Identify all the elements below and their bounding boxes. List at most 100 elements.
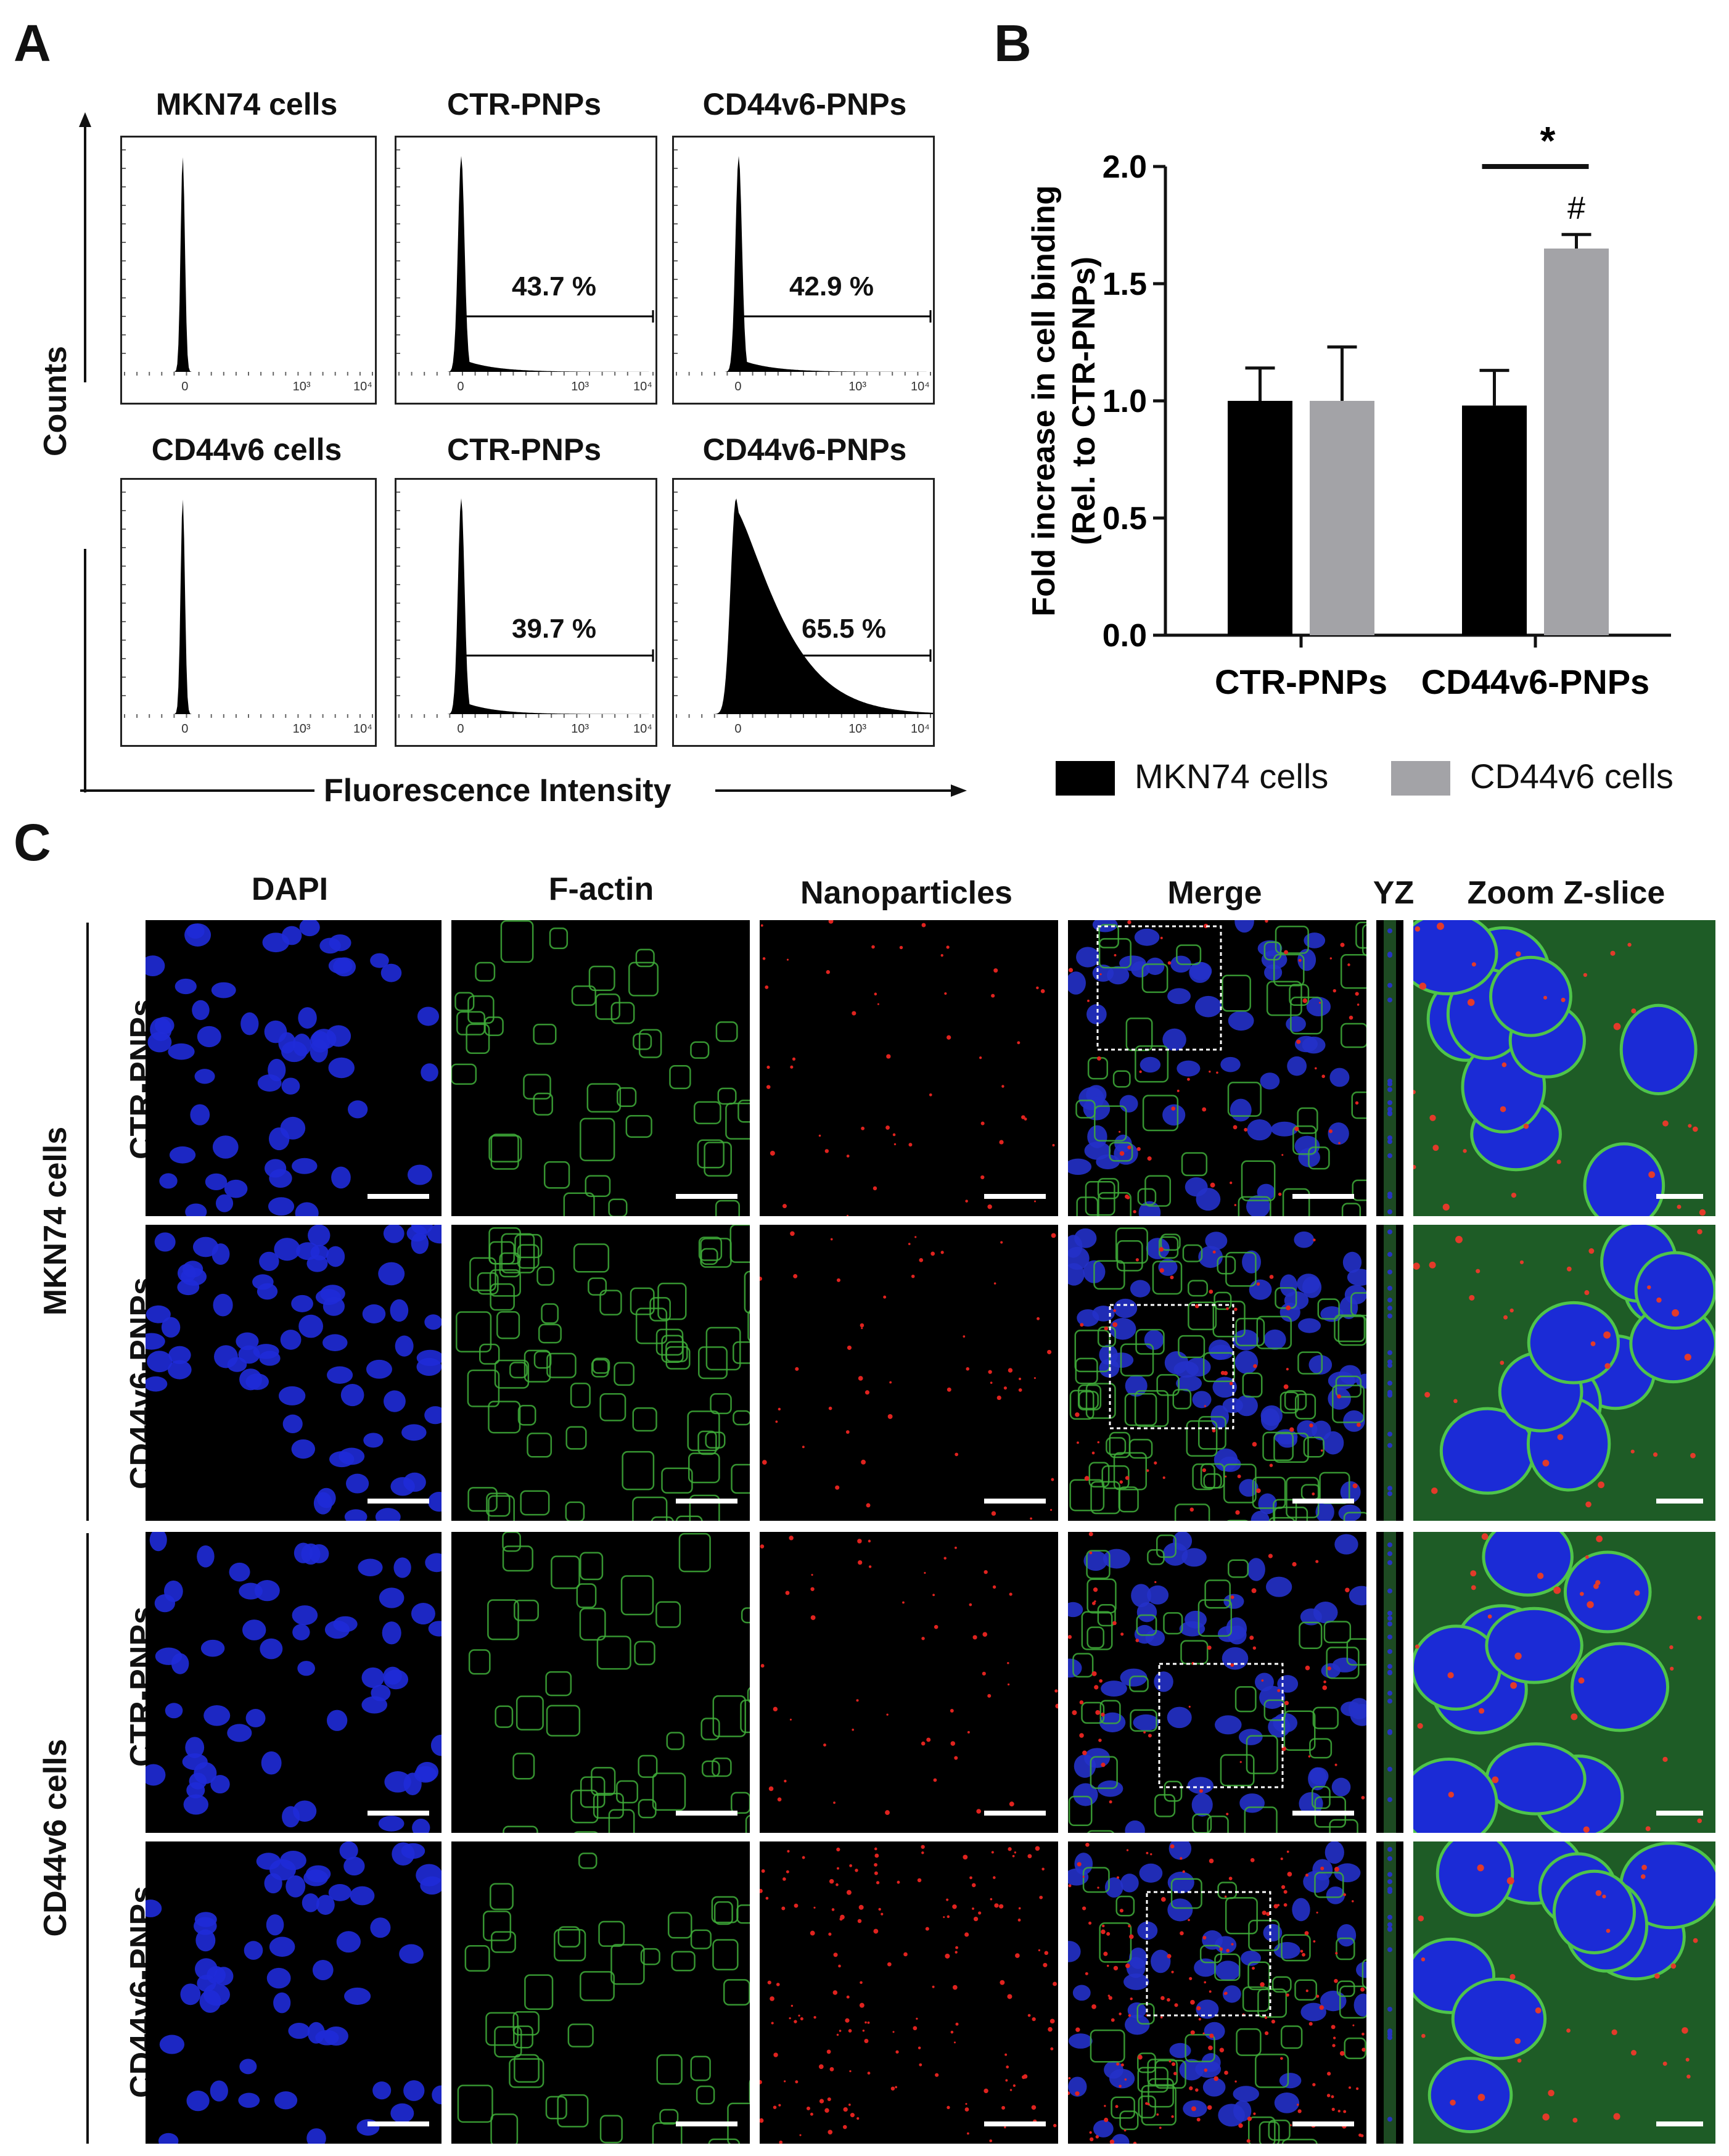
particle bbox=[1308, 2022, 1313, 2026]
particle bbox=[1360, 1987, 1365, 1992]
particle bbox=[1114, 953, 1117, 957]
yz-nucleus bbox=[1387, 1431, 1392, 1437]
cell-outline bbox=[725, 1102, 750, 1140]
particle bbox=[1007, 1661, 1009, 1664]
nucleus bbox=[1154, 1671, 1173, 1692]
particle bbox=[1196, 2006, 1201, 2010]
cell-outline bbox=[1326, 1647, 1360, 1679]
particle bbox=[1154, 1581, 1157, 1584]
particle bbox=[991, 1851, 994, 1854]
cell-outline bbox=[554, 1928, 586, 1962]
particle bbox=[1249, 1636, 1254, 1640]
cell-outline bbox=[1281, 2138, 1318, 2144]
merge-image bbox=[1068, 1225, 1366, 1521]
zoom-particle bbox=[1519, 1260, 1524, 1264]
nucleus bbox=[339, 1841, 358, 1860]
particle bbox=[773, 1706, 778, 1712]
scale-bar bbox=[1292, 2121, 1354, 2126]
particle bbox=[1082, 1750, 1087, 1756]
zoom-image bbox=[1413, 1841, 1715, 2144]
zoom-particle bbox=[1595, 1890, 1602, 1896]
particle bbox=[1230, 1663, 1234, 1667]
particle bbox=[952, 1904, 957, 1909]
particle bbox=[1049, 1508, 1053, 1511]
particle bbox=[993, 968, 998, 973]
nucleus bbox=[297, 1661, 315, 1676]
merge-image-content bbox=[1068, 920, 1366, 1216]
tick-label: 10⁴ bbox=[633, 380, 652, 393]
cell-outline bbox=[1144, 1175, 1172, 1207]
particle bbox=[1244, 1127, 1248, 1132]
particle bbox=[1289, 2124, 1292, 2126]
nucleus bbox=[1192, 1391, 1212, 1409]
particle bbox=[982, 1632, 988, 1637]
cell-outline bbox=[633, 1033, 652, 1050]
cell-outline bbox=[551, 1555, 580, 1589]
particle bbox=[1159, 1247, 1164, 1252]
yz-nucleus bbox=[1387, 1797, 1392, 1803]
particle bbox=[778, 2104, 781, 2107]
yz-nucleus bbox=[1387, 1560, 1392, 1565]
particle bbox=[858, 1560, 863, 1565]
cell-outline bbox=[1112, 1070, 1131, 1088]
cell-outline bbox=[1341, 1022, 1366, 1048]
particle bbox=[1226, 1949, 1230, 1952]
particle bbox=[1246, 2139, 1251, 2143]
cell-outline bbox=[1120, 1343, 1154, 1376]
cell-outline bbox=[1197, 1599, 1233, 1637]
particle bbox=[1284, 950, 1289, 955]
particle bbox=[1283, 1384, 1289, 1389]
scale-bar bbox=[368, 1499, 429, 1504]
cell-outline bbox=[1134, 1390, 1169, 1427]
nucleus bbox=[1292, 1898, 1310, 1922]
particle bbox=[828, 920, 834, 924]
histogram-plot: 0 10³ 10⁴ bbox=[122, 149, 375, 393]
nucleus bbox=[1072, 1985, 1091, 2001]
zoom-particle bbox=[1686, 2074, 1691, 2079]
zoom-particle bbox=[1640, 1874, 1646, 1879]
tick-label: 0 bbox=[734, 380, 741, 393]
nucleus bbox=[1092, 1306, 1115, 1322]
particle bbox=[1000, 1241, 1003, 1244]
particle bbox=[1302, 998, 1308, 1003]
particle bbox=[955, 1951, 958, 1954]
particle bbox=[1091, 1671, 1097, 1676]
cell-outline bbox=[731, 1792, 750, 1814]
particle bbox=[760, 1276, 762, 1281]
cell-outline bbox=[1236, 2028, 1262, 2056]
particle bbox=[1235, 1510, 1240, 1515]
cell-outline bbox=[649, 1297, 671, 1322]
particle bbox=[1234, 1204, 1237, 1206]
significance-star: * bbox=[1540, 118, 1556, 163]
cell-outline bbox=[1115, 1895, 1135, 1917]
particle bbox=[1264, 2031, 1269, 2036]
cell-outline bbox=[1297, 1107, 1318, 1134]
cell-outline bbox=[638, 1799, 657, 1819]
particle bbox=[921, 1845, 925, 1849]
particle bbox=[944, 992, 947, 995]
particle bbox=[1036, 986, 1039, 990]
cell-outline bbox=[592, 1357, 610, 1374]
cell-outline bbox=[514, 1599, 539, 1621]
nucleus bbox=[242, 1619, 266, 1640]
nanoparticles-image bbox=[760, 1841, 1058, 2144]
zoom-particle bbox=[1515, 951, 1521, 957]
zoom-particle bbox=[1684, 1354, 1691, 1361]
particle bbox=[1115, 2105, 1119, 2109]
particle bbox=[877, 1003, 879, 1005]
particle bbox=[1237, 1475, 1241, 1478]
zoom-particle bbox=[1419, 982, 1427, 990]
zoom-particle bbox=[1606, 1928, 1611, 1933]
zoom-particle bbox=[1463, 1149, 1467, 1153]
cell-outline bbox=[1185, 2034, 1215, 2062]
particle bbox=[1048, 2026, 1053, 2032]
particle bbox=[776, 1983, 780, 1986]
column-header-nanoparticles: Nanoparticles bbox=[800, 875, 1012, 911]
particle bbox=[773, 2105, 777, 2109]
nucleus bbox=[421, 1063, 438, 1082]
legend-swatch-mkn74 bbox=[1056, 761, 1115, 796]
particle bbox=[766, 1085, 771, 1089]
nucleus bbox=[390, 1477, 415, 1496]
nucleus bbox=[382, 1621, 401, 1645]
yz-nucleus bbox=[1387, 1393, 1392, 1398]
